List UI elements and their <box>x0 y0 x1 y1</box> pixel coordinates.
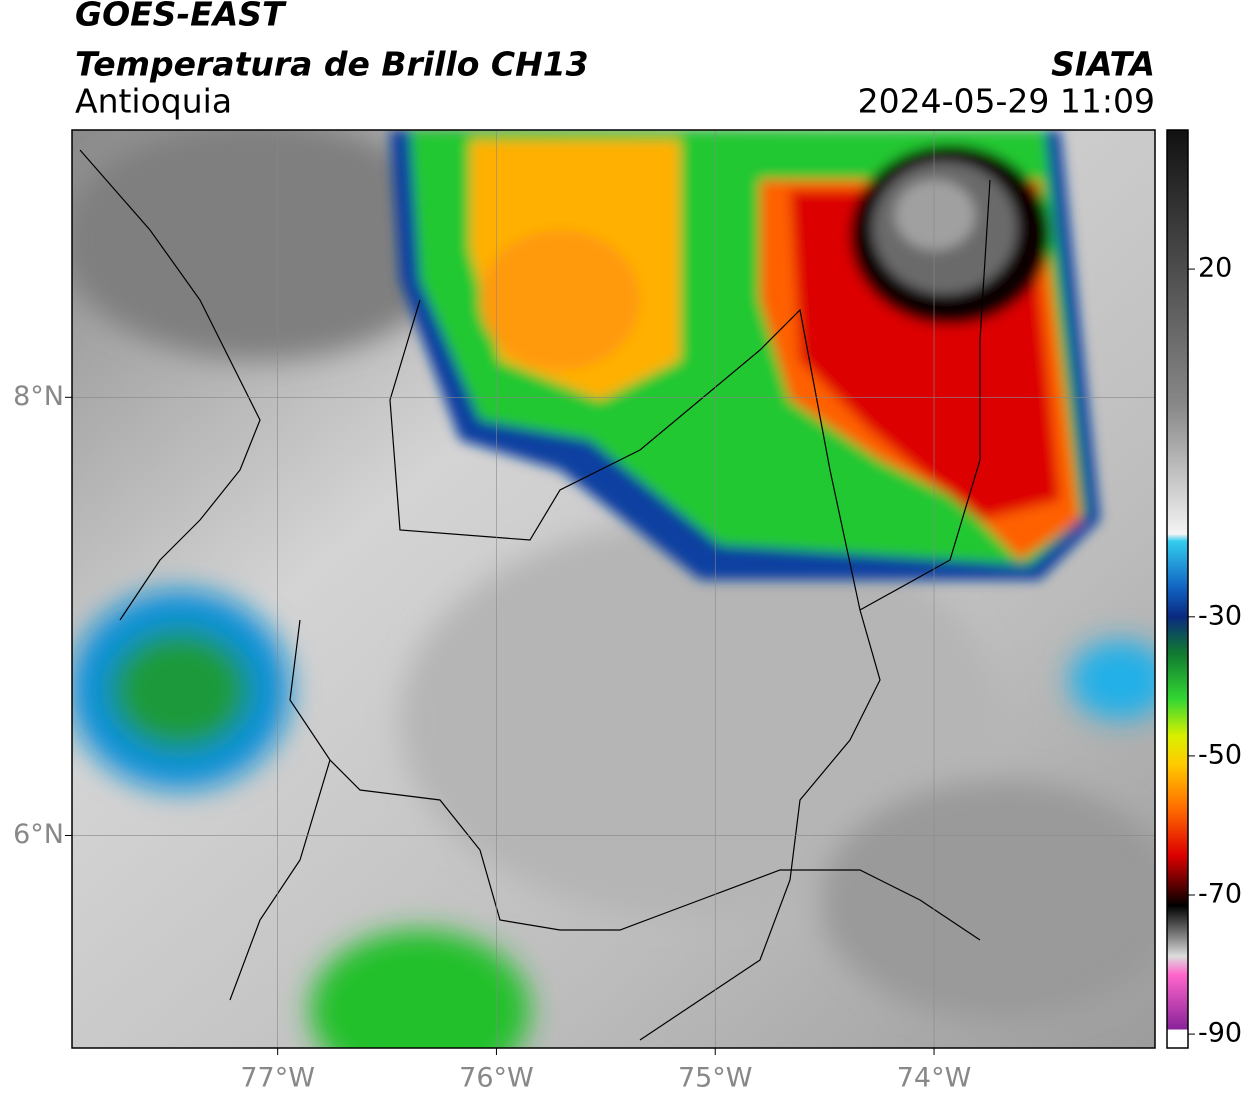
colorbar <box>1166 129 1189 1049</box>
source: SIATA <box>1051 45 1155 84</box>
map-frame <box>71 129 1156 1049</box>
datetime: 2024-05-29 11:09 <box>858 82 1155 121</box>
colorbar-tick-label: 20 <box>1198 253 1232 284</box>
y-tick-label: 6°N <box>13 819 64 850</box>
x-tick-label: 76°W <box>459 1063 534 1094</box>
grid <box>72 130 1155 1048</box>
subtitle: Temperatura de Brillo CH13 <box>75 45 589 84</box>
satellite-image <box>72 130 1155 1048</box>
x-tick-label: 77°W <box>240 1063 315 1094</box>
title: GOES-EAST <box>75 0 287 34</box>
colorbar-tick-label: -90 <box>1198 1018 1242 1049</box>
colorbar-tick-label: -70 <box>1198 879 1242 910</box>
colorbar-tick-label: -30 <box>1198 600 1242 631</box>
x-tick-label: 75°W <box>678 1063 753 1094</box>
colorbar-tick-label: -50 <box>1198 739 1242 770</box>
x-tick-label: 74°W <box>897 1063 972 1094</box>
y-tick-label: 8°N <box>13 381 64 412</box>
region: Antioquia <box>75 82 232 121</box>
